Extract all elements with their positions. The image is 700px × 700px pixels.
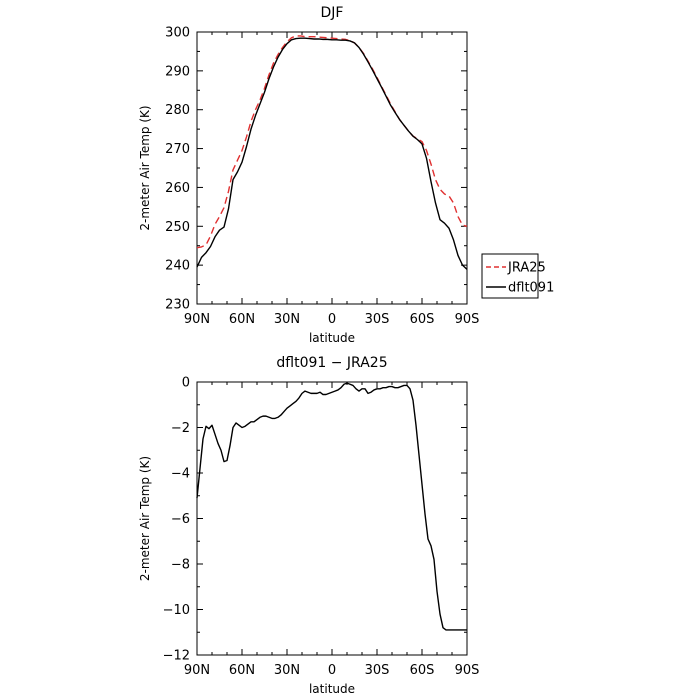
series-line-difference <box>196 382 467 631</box>
x-tick-label: 60N <box>229 312 255 327</box>
y-tick-label: 260 <box>165 181 190 196</box>
y-tick-label: −10 <box>163 603 190 618</box>
series-line-jra25 <box>196 35 468 249</box>
y-tick-label: 240 <box>165 259 190 274</box>
y-tick-label: 300 <box>165 26 190 41</box>
y-tick-label: −2 <box>171 421 190 436</box>
y-tick-label: 290 <box>165 64 190 79</box>
x-tick-label: 30N <box>274 312 300 327</box>
series-line-dflt091 <box>196 37 468 270</box>
y-tick-label: 0 <box>182 376 190 391</box>
x-tick-label: 0 <box>328 312 336 327</box>
y-tick-label: 280 <box>165 103 190 118</box>
y-axis-label: 2-meter Air Temp (K) <box>138 105 152 230</box>
legend-label: dflt091 <box>508 281 554 296</box>
x-axis-label: latitude <box>309 682 355 696</box>
plot-frame <box>196 31 468 305</box>
y-tick-label: −4 <box>171 467 190 482</box>
x-tick-label: 60S <box>410 312 435 327</box>
x-tick-label: 30S <box>365 312 390 327</box>
x-tick-label: 30S <box>365 663 390 678</box>
y-tick-label: −6 <box>171 512 190 527</box>
plot-frame <box>196 381 468 656</box>
x-tick-label: 90N <box>184 312 210 327</box>
legend-label: JRA25 <box>507 261 546 276</box>
y-tick-label: −12 <box>163 649 190 664</box>
x-axis-label: latitude <box>309 331 355 345</box>
y-tick-label: −8 <box>171 558 190 573</box>
x-tick-label: 60N <box>229 663 255 678</box>
y-axis-label: 2-meter Air Temp (K) <box>138 456 152 581</box>
chart-title: dflt091 − JRA25 <box>276 355 387 371</box>
x-tick-label: 30N <box>274 663 300 678</box>
chart-title: DJF <box>321 5 344 21</box>
x-tick-label: 0 <box>328 663 336 678</box>
legend-box <box>481 253 539 299</box>
x-tick-label: 60S <box>410 663 435 678</box>
x-tick-label: 90S <box>455 663 480 678</box>
chart-djf: 90N 60N 30N 0 30S 60S 90S 230 240 250 260 270 280 290… <box>138 5 554 345</box>
y-tick-label: 270 <box>165 142 190 157</box>
x-tick-label: 90S <box>455 312 480 327</box>
chart-difference: 90N 60N 30N 0 30S 60S 90S 0 −2 −4 −6 −8 −10 −12 dflt09… <box>138 355 479 696</box>
x-tick-label: 90N <box>184 663 210 678</box>
y-tick-label: 250 <box>165 220 190 235</box>
y-tick-label: 230 <box>165 298 190 313</box>
